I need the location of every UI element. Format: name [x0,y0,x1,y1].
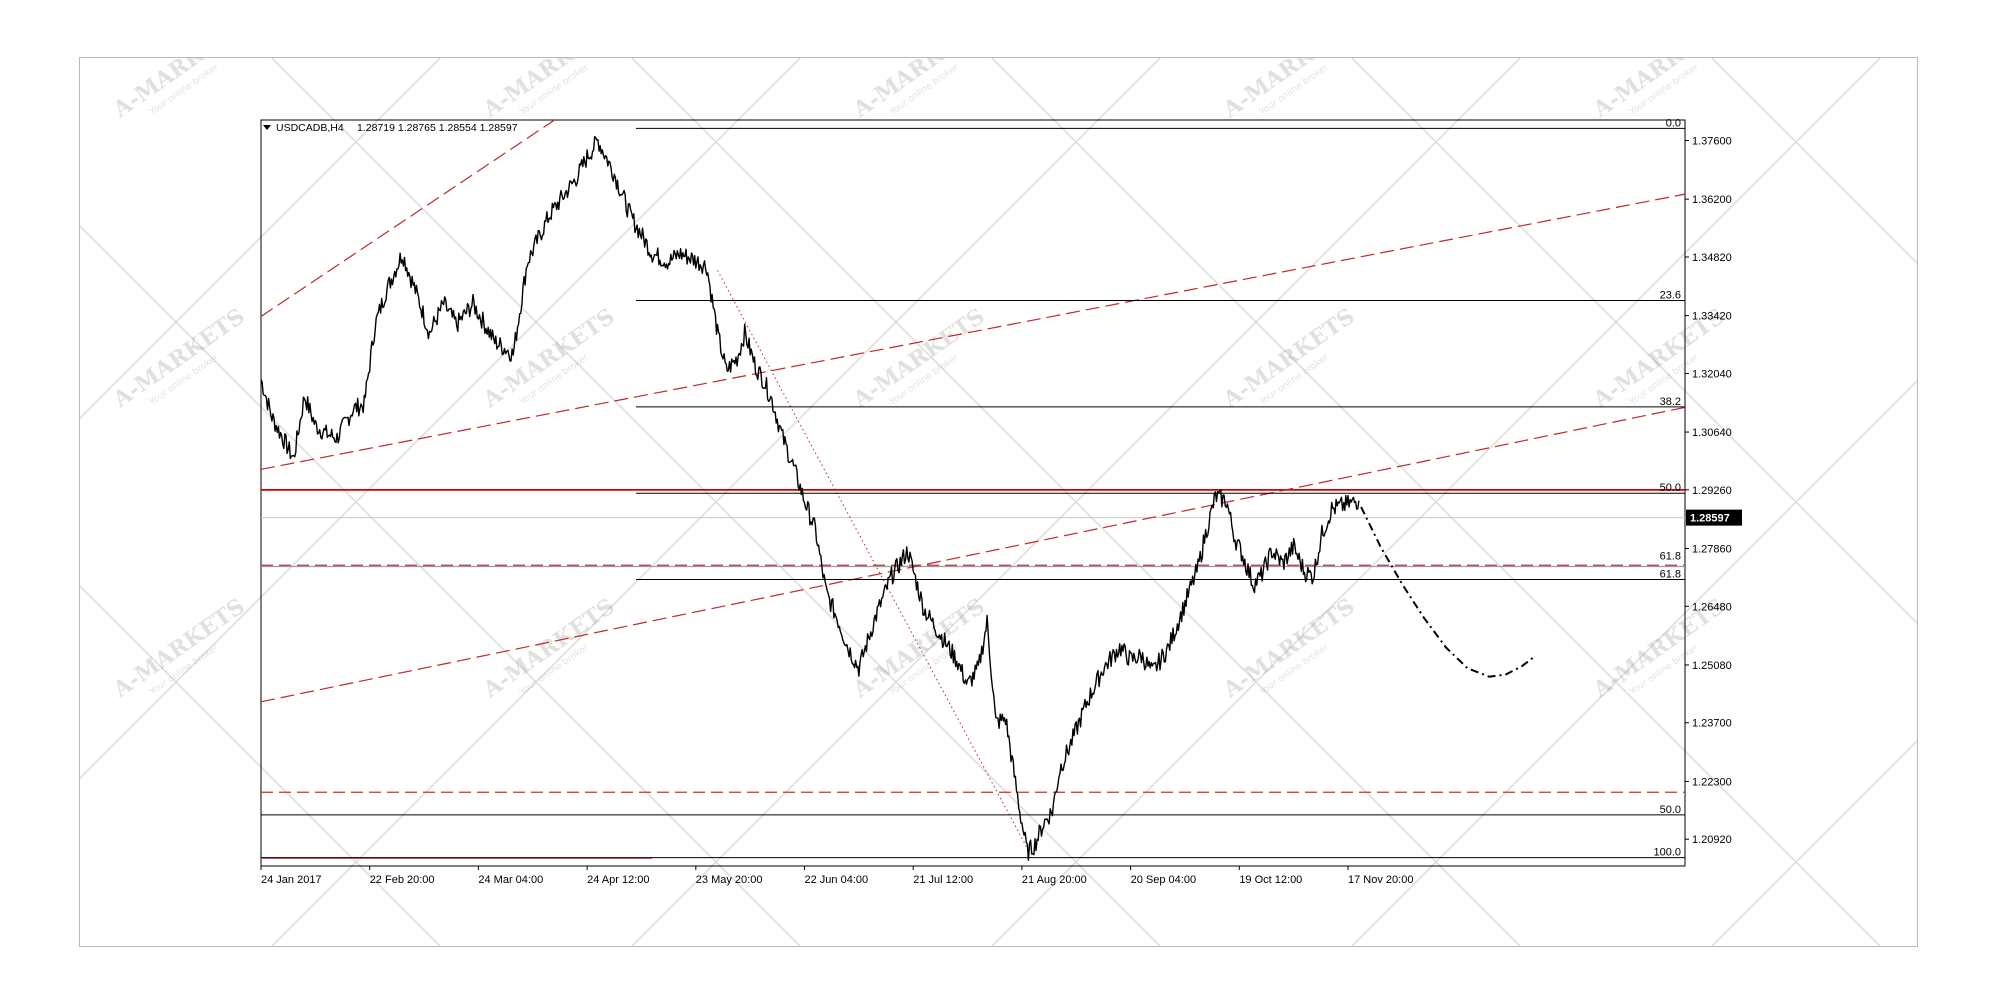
ohlc-readout: 1.28719 1.28765 1.28554 1.28597 [357,122,518,134]
fib-level-label: 0.0 [1666,117,1681,129]
dotted-diagonal [717,270,1028,849]
last-price-marker [1686,509,1742,526]
x-tick-label: 22 Feb 20:00 [370,874,435,886]
watermark-stripe [80,58,441,420]
watermark-stripe [991,58,1881,946]
y-tick-label: 1.37600 [1692,136,1732,148]
chart-title: USDCADB,H4 [276,122,344,134]
y-tick-label: 1.32040 [1692,368,1732,380]
y-tick-label: 1.36200 [1692,194,1732,206]
price-line [260,135,1360,861]
watermark-stripe [80,584,441,946]
watermark-stripe [1711,58,1917,265]
x-tick-label: 20 Sep 04:00 [1131,874,1196,886]
x-tick-label: 17 Nov 20:00 [1348,874,1413,886]
horizontal-levels [261,488,1685,860]
y-tick-label: 1.27860 [1692,543,1732,555]
y-tick-label: 1.25080 [1692,660,1732,672]
watermark-brand: A-MARKETS [848,303,990,413]
fib-level-label: 100.0 [1653,847,1681,859]
x-axis: 24 Jan 2017 22 Feb 20:00 24 Mar 04:00 24 Ap… [260,866,1413,886]
watermark-brand: A-MARKETS [1218,593,1360,703]
x-tick-label: 24 Mar 04:00 [478,874,543,886]
fib-level-label: 50.0 [1660,804,1681,816]
chart-frame: A-MARKETS Your online broker A-MARKETS Your… [79,57,1918,947]
watermark-brand: A-MARKETS [848,593,990,703]
y-tick-label: 1.34820 [1692,252,1732,264]
x-tick-label: 24 Apr 12:00 [587,874,649,886]
x-tick-label: 21 Jul 12:00 [913,874,973,886]
trendline [260,406,1686,703]
watermark-brand: A-MARKETS [478,593,620,703]
y-tick-label: 1.33420 [1692,311,1732,323]
projection-line [1360,506,1534,678]
y-tick-label: 1.29260 [1692,485,1732,497]
x-tick-label: 21 Aug 20:00 [1022,874,1087,886]
fib-level-label: 38.2 [1660,396,1681,408]
trendline [260,193,1686,470]
trendlines [260,119,1686,849]
y-tick-label: 1.22300 [1692,776,1732,788]
x-tick-label: 24 Jan 2017 [261,874,322,886]
watermark-stripe [1351,379,1917,946]
x-tick-label: 23 May 20:00 [696,874,763,886]
watermark-stripe [80,58,801,780]
watermark-brand: A-MARKETS [108,593,250,703]
chart-header: USDCADB,H4 1.28719 1.28765 1.28554 1.285… [263,122,518,134]
fib-level-label: 23.6 [1660,290,1681,302]
x-tick-label: 19 Oct 12:00 [1239,874,1302,886]
y-axis: 1.37600 1.36200 1.34820 1.33420 1.32040 1.306… [1685,136,1742,846]
y-tick-label: 1.26480 [1692,601,1732,613]
watermark-stripe [1711,739,1917,946]
y-tick-label: 1.23700 [1692,718,1732,730]
fib-level-label: 50.0 [1660,482,1681,494]
watermark-stripe [80,224,801,946]
fib-level-label: 61.8 [1660,568,1681,580]
y-tick-label: 1.20920 [1692,834,1732,846]
price-series [260,135,1360,861]
x-tick-label: 22 Jun 04:00 [805,874,869,886]
fib-level-label: 61.8 [1660,550,1681,562]
y-tick-label: 1.30640 [1692,427,1732,439]
last-price-label: 1.28597 [1690,513,1730,525]
fibonacci-levels: 0.0 23.6 38.2 50.0 61.8 61.8 50.0 100.0 [261,117,1685,859]
watermark-stripe [631,58,1521,946]
symbol-dropdown-icon[interactable] [263,125,271,130]
trendline [260,119,555,317]
watermark-brand: A-MARKETS [1218,303,1360,413]
watermark-stripe [271,58,1161,946]
projection-path [1360,506,1534,678]
